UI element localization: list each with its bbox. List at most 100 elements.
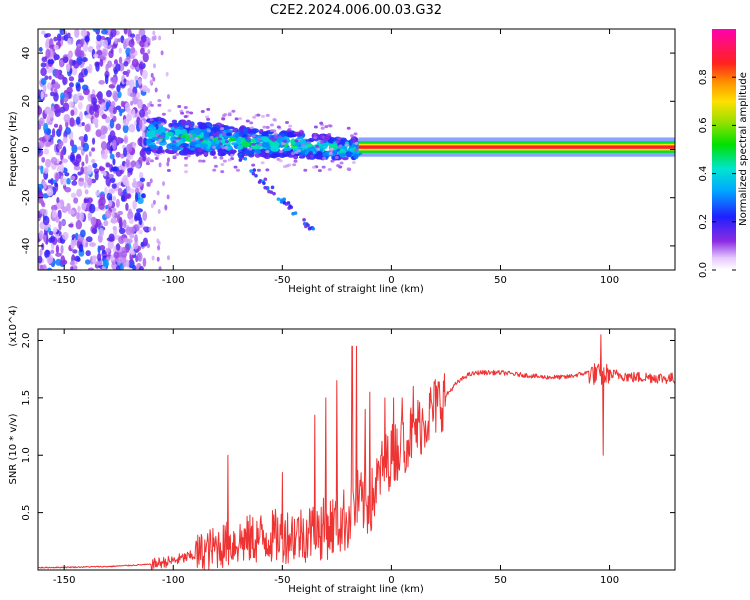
noise-blob (131, 181, 139, 189)
x-tick-label: 100 (600, 275, 619, 286)
band-halo-blob (321, 165, 326, 169)
band-halo-blob (279, 150, 284, 154)
noise-blob (96, 93, 102, 98)
noise-blob (42, 84, 47, 93)
noise-blob (109, 118, 115, 129)
noise-blob (62, 231, 69, 240)
x-tick-label: 0 (388, 275, 394, 286)
band-halo-blob (172, 155, 177, 159)
band-blob (146, 140, 152, 144)
noise-blob (84, 189, 89, 195)
noise-blob (48, 75, 52, 80)
noise-blob (38, 137, 46, 142)
band-halo-blob (278, 159, 283, 163)
band-halo-blob (287, 163, 292, 167)
band-blob (171, 119, 178, 124)
noise-blob (139, 177, 146, 182)
noise-blob (82, 43, 89, 52)
noise-blob (128, 79, 135, 88)
band-halo-blob (194, 125, 199, 129)
band-blob (228, 137, 236, 142)
noise-blob (96, 34, 102, 42)
x-tick-label: -50 (274, 575, 290, 586)
band-halo-blob (165, 128, 170, 132)
noise-blob (99, 245, 106, 251)
noise-blob (62, 30, 67, 36)
band-halo-blob (227, 158, 232, 162)
band-blob (261, 131, 269, 137)
noise-blob (41, 202, 46, 208)
band-blob (290, 138, 296, 145)
noise-blob (165, 71, 169, 77)
noise-blob (136, 208, 143, 213)
noise-blob (74, 48, 81, 58)
noise-blob (109, 153, 115, 160)
noise-blob (98, 196, 106, 206)
band-halo-blob (188, 123, 193, 127)
noise-blob (130, 160, 137, 168)
spectrogram-panel: -150 -100 -50 0 50 100 -40 -20 0 20 40 Height of s… (8, 28, 676, 295)
noise-blob (50, 204, 58, 211)
noise-blob (78, 72, 84, 82)
band-blob (188, 129, 196, 135)
band-halo-blob (166, 169, 171, 173)
band-halo-blob (272, 117, 277, 121)
noise-blob (80, 166, 84, 175)
noise-blob (100, 125, 108, 135)
band-halo-blob (283, 139, 288, 143)
band-halo-blob (246, 136, 251, 140)
band-halo-blob (257, 137, 262, 141)
noise-blob (118, 47, 122, 54)
band-halo-blob (186, 154, 191, 158)
band-blob (283, 147, 292, 152)
noise-blob (91, 158, 96, 164)
noise-blob (137, 251, 143, 262)
noise-blob (47, 59, 55, 65)
noise-blob (118, 216, 123, 227)
noise-blob (148, 226, 152, 232)
band-halo-blob (260, 114, 265, 118)
band-blob (340, 139, 345, 147)
band-blob (222, 126, 231, 131)
noise-blob (42, 181, 47, 190)
band-blob (217, 149, 225, 154)
noise-blob (78, 243, 84, 253)
band-halo-blob (354, 148, 359, 152)
tail-blob (302, 218, 306, 222)
band-blob (211, 141, 216, 146)
tail-blob (262, 181, 266, 185)
band-halo-blob (351, 161, 356, 165)
noise-blob (68, 82, 74, 88)
band-halo-blob (183, 115, 188, 119)
band-blob (314, 155, 324, 160)
band-halo-blob (155, 141, 160, 145)
noise-blob (59, 59, 64, 68)
tail-blob (276, 197, 281, 201)
tail-blob (238, 158, 243, 162)
noise-blob (54, 109, 61, 117)
snr-axes: -150 -100 -50 0 50 100 0.5 1.0 1.5 2.0 (21, 329, 675, 586)
band-halo-blob (317, 169, 322, 173)
band-halo-blob (346, 167, 351, 171)
noise-blob (89, 106, 95, 116)
noise-blob (115, 151, 121, 158)
band-halo-blob (312, 136, 317, 140)
band-halo-blob (221, 132, 226, 136)
noise-blob (115, 63, 121, 72)
band-halo-blob (321, 135, 326, 139)
noise-blob (154, 87, 158, 93)
noise-blob (96, 43, 101, 51)
noise-blob (41, 30, 46, 35)
band-halo-blob (200, 110, 205, 114)
noise-blob (139, 47, 145, 55)
noise-blob (120, 82, 127, 87)
band-halo-blob (224, 140, 229, 144)
noise-blob (111, 207, 117, 212)
noise-blob (81, 84, 89, 91)
noise-blob (55, 244, 59, 254)
band-halo-blob (273, 132, 278, 136)
band-halo-blob (328, 124, 333, 128)
noise-blob (58, 124, 63, 133)
noise-blob (47, 68, 52, 74)
noise-blob (51, 128, 56, 138)
